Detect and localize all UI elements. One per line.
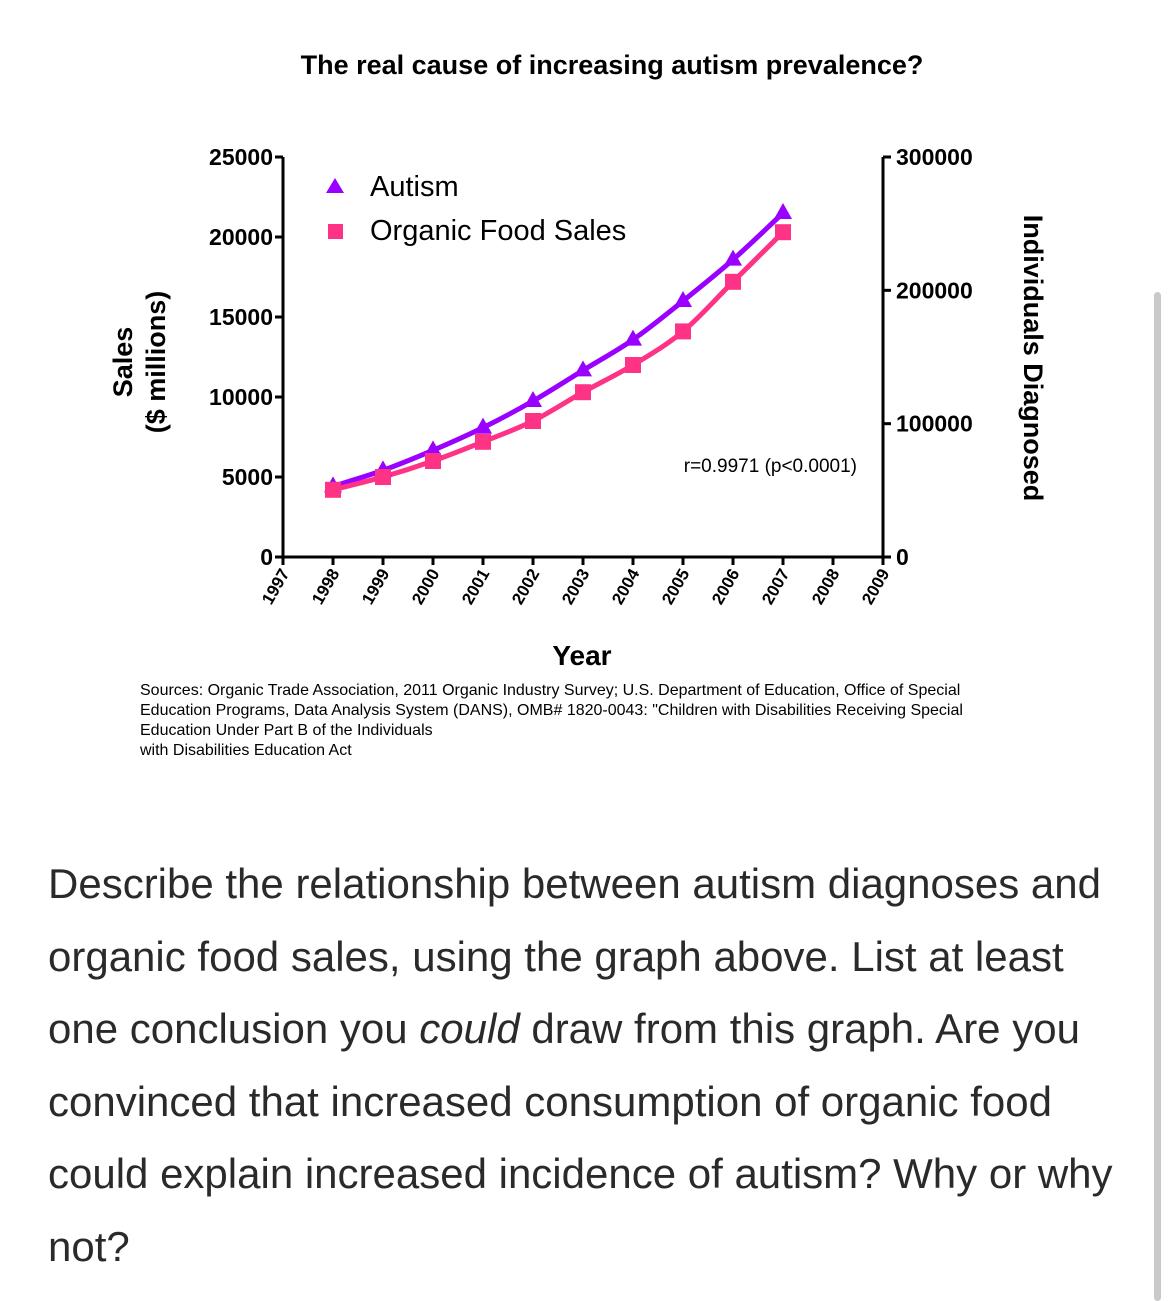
right-tick-label: 100000	[896, 411, 973, 437]
right-y-ticks: 0 100000 200000 300000	[883, 144, 973, 570]
series-line-organic-food-sales	[332, 230, 785, 493]
point-autism	[724, 249, 742, 266]
right-axis-label: Individuals Diagnosed	[1018, 215, 1048, 502]
left-tick-label: 10000	[209, 384, 273, 410]
sources-note: Sources: Organic Trade Association, 2011…	[140, 681, 1100, 761]
question-text: Describe the relationship between autism…	[48, 848, 1118, 1283]
point-organic-food-sales	[775, 224, 791, 241]
x-tick-label: 1998	[308, 566, 343, 608]
correlation-annotation: r=0.9971 (p<0.0001)	[684, 456, 857, 477]
x-tick-label: 2003	[558, 566, 593, 608]
legend-square-marker	[328, 224, 343, 239]
legend-label-autism: Autism	[370, 171, 459, 203]
x-tick-label: 2004	[608, 565, 644, 608]
left-axis-label-line2: ($ millions)	[141, 291, 171, 434]
legend-label-organic: Organic Food Sales	[370, 215, 626, 247]
scrollbar[interactable]	[1154, 292, 1161, 1301]
x-ticks: 1997 1998 1999 2000 2001 2002 2003 2004 2005 2006…	[258, 557, 893, 608]
x-tick-label: 1999	[358, 566, 393, 608]
question-part-1: Describe the relationship between autism…	[48, 860, 1101, 1052]
x-axis-label: Year	[552, 640, 611, 671]
chart-title: The real cause of increasing autism prev…	[301, 50, 924, 80]
sources-line-3: Education Under Part B of the Individual…	[140, 722, 433, 739]
point-organic-food-sales	[425, 453, 441, 469]
point-autism	[524, 391, 542, 407]
point-organic-food-sales	[625, 357, 641, 373]
right-tick-label: 300000	[896, 144, 973, 170]
point-organic-food-sales	[575, 384, 591, 401]
point-organic-food-sales	[675, 323, 691, 340]
x-tick-label: 2005	[658, 566, 693, 608]
x-tick-label: 2002	[508, 566, 543, 608]
point-autism	[424, 440, 442, 457]
point-autism	[624, 329, 642, 346]
right-tick-label: 0	[896, 544, 909, 570]
x-tick-label: 2006	[708, 566, 743, 608]
sources-line-1: Sources: Organic Trade Association, 2011…	[140, 682, 961, 699]
x-tick-label: 2000	[408, 566, 443, 608]
chart: The real cause of increasing autism prev…	[108, 50, 1048, 671]
point-organic-food-sales	[375, 469, 391, 485]
point-autism	[674, 291, 692, 307]
legend-triangle-marker	[326, 178, 344, 193]
left-tick-label: 15000	[209, 304, 273, 330]
left-y-ticks: 0 5000 10000 15000 20000 25000	[209, 144, 283, 570]
series-layer	[324, 203, 792, 498]
question-part-2: draw from this graph. Are you convinced …	[48, 1005, 1113, 1270]
point-organic-food-sales	[475, 433, 491, 450]
legend: Autism Organic Food Sales	[326, 171, 626, 247]
left-tick-label: 0	[260, 544, 273, 570]
sources-line-4: with Disabilities Education Act	[140, 742, 352, 759]
x-tick-label: 2001	[458, 566, 493, 608]
series-line-autism	[332, 211, 785, 489]
point-organic-food-sales	[325, 481, 341, 498]
point-autism	[574, 360, 592, 377]
sources-line-2: Education Programs, Data Analysis System…	[140, 702, 963, 719]
left-tick-label: 20000	[209, 224, 273, 250]
left-tick-label: 5000	[222, 464, 273, 490]
right-tick-label: 200000	[896, 277, 973, 303]
x-tick-label: 2007	[758, 566, 793, 608]
x-tick-label: 2009	[858, 566, 893, 608]
x-tick-label: 1997	[258, 566, 293, 608]
question-emphasis: could	[419, 1005, 520, 1052]
point-autism	[774, 203, 792, 219]
left-axis-label-line1: Sales	[108, 327, 138, 398]
x-tick-label: 2008	[808, 566, 843, 608]
left-tick-label: 25000	[209, 144, 273, 170]
point-organic-food-sales	[525, 413, 541, 429]
point-autism	[474, 417, 492, 434]
point-organic-food-sales	[725, 273, 741, 290]
